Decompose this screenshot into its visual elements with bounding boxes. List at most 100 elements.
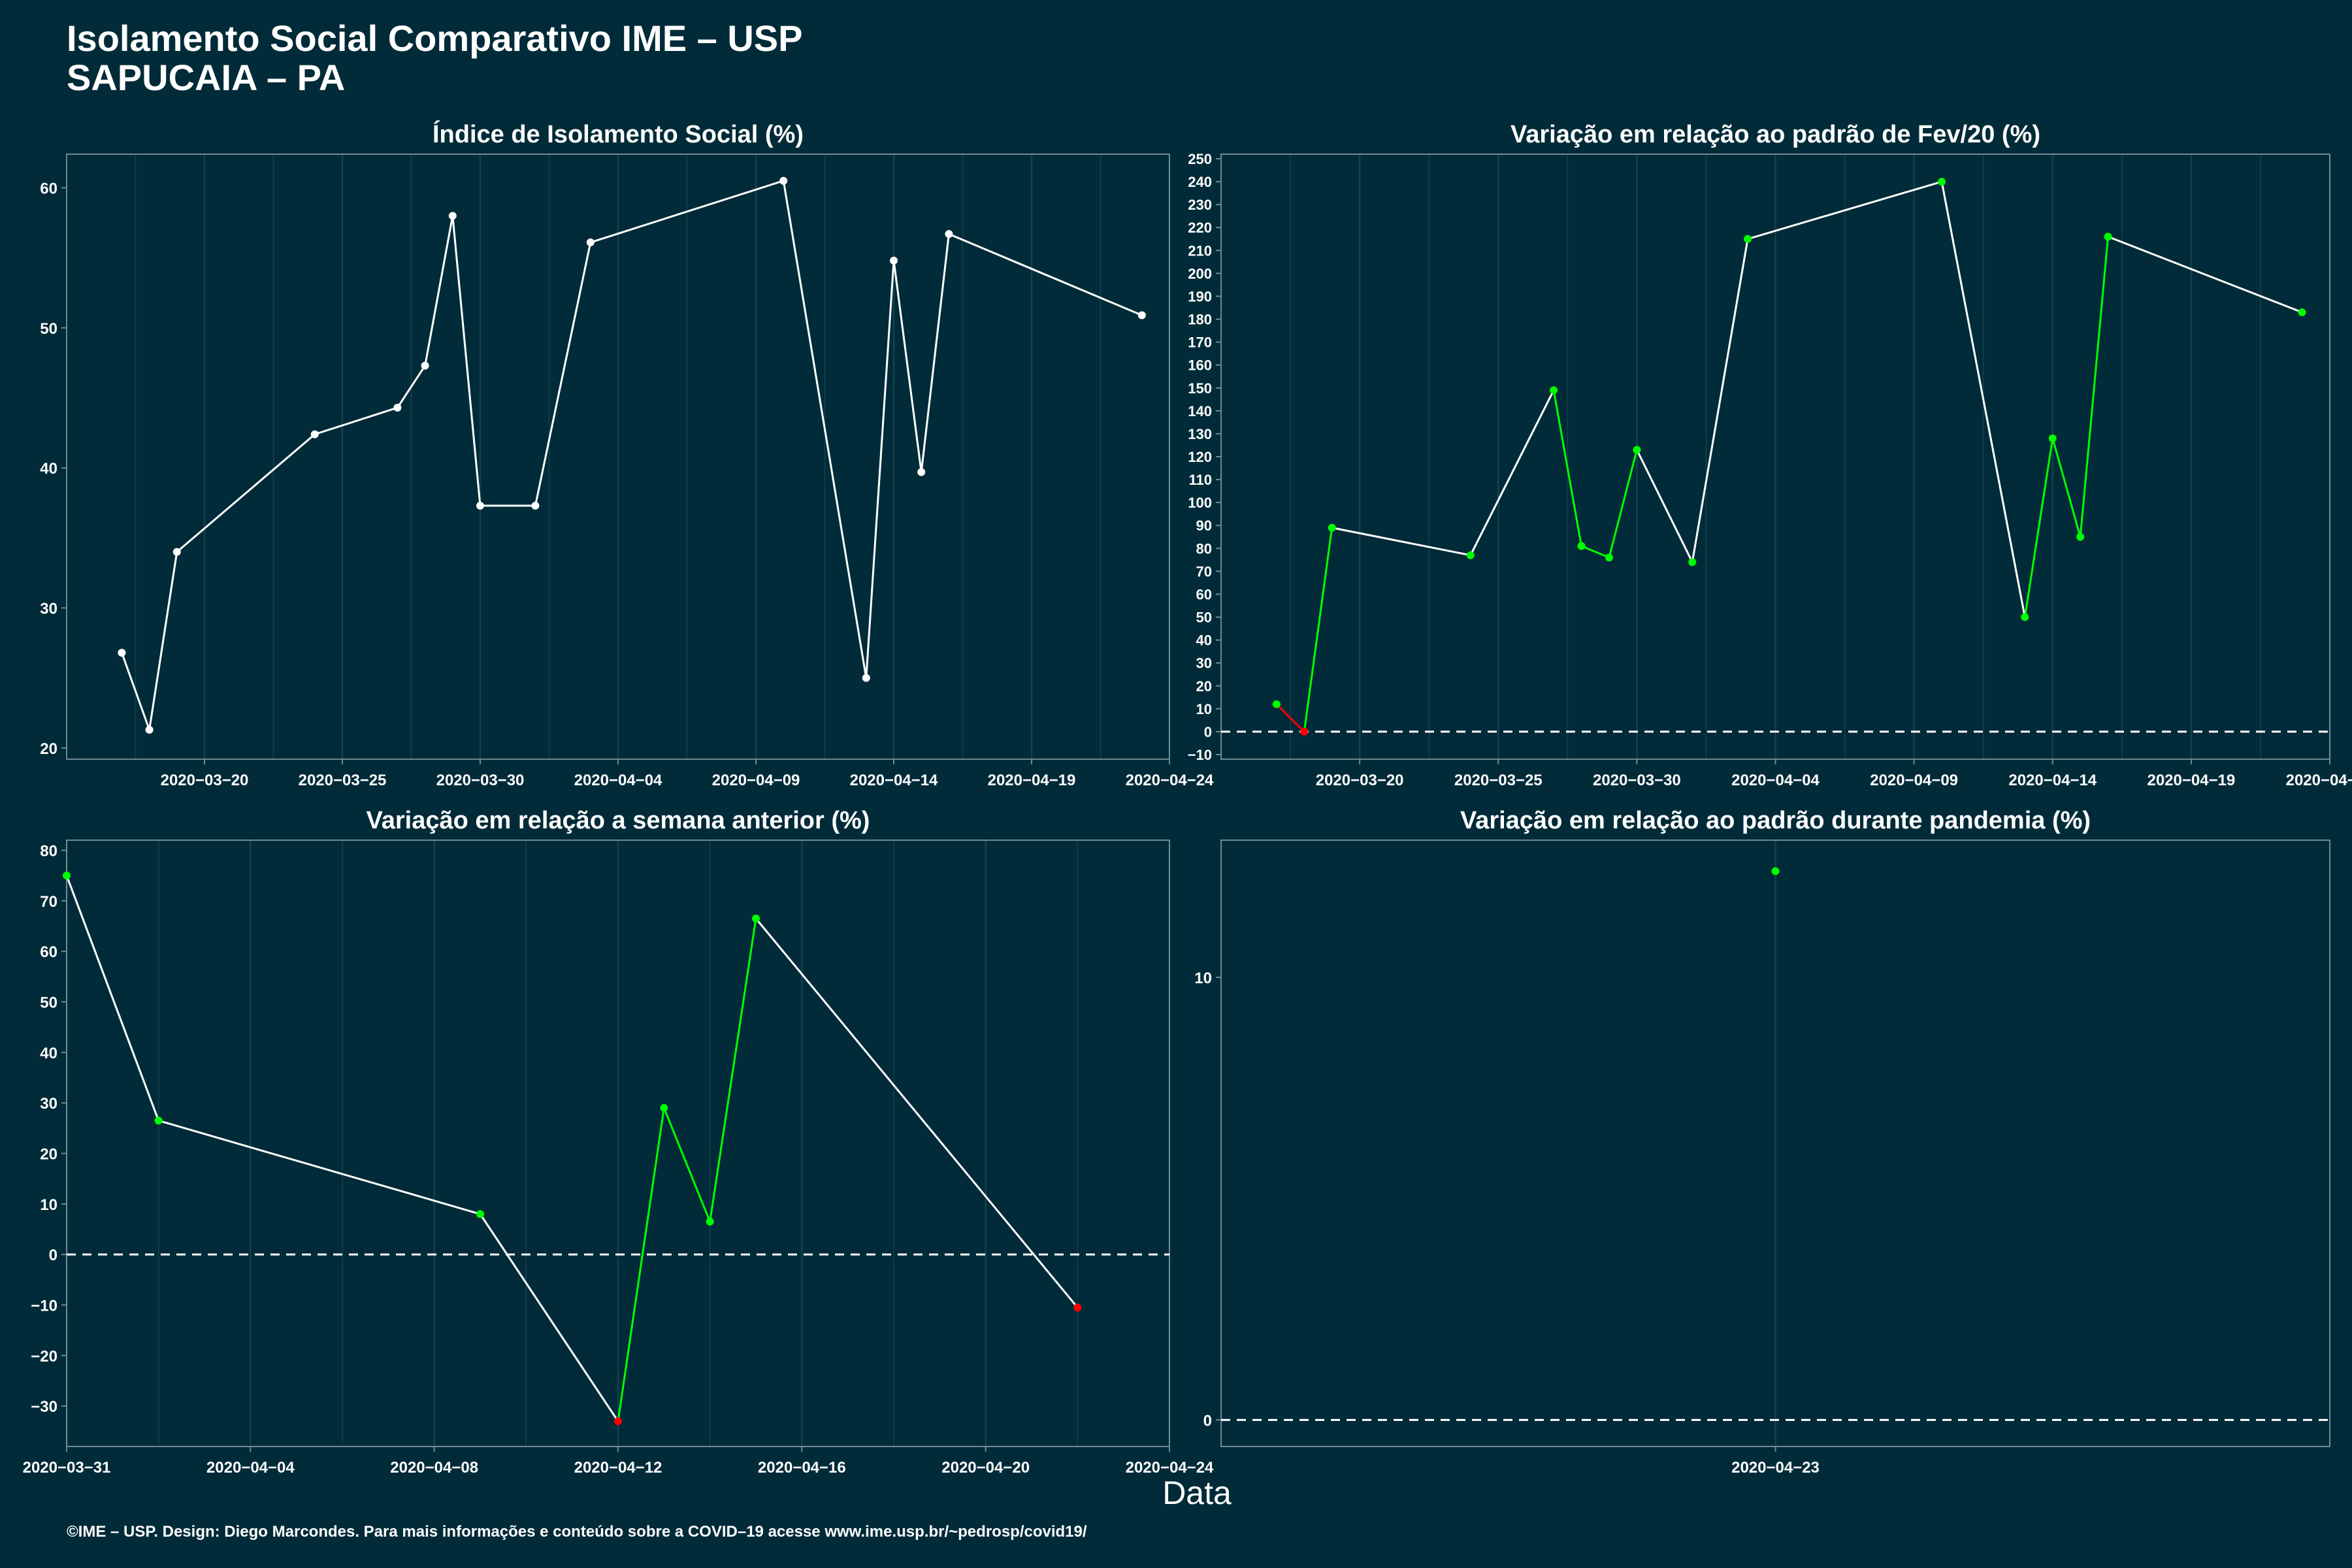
y-tick-label: 20 — [40, 740, 57, 758]
series-segment — [865, 260, 895, 678]
data-point — [2298, 308, 2306, 317]
data-point — [1073, 1303, 1082, 1312]
y-tick-label: 40 — [40, 460, 57, 478]
y-tick-label: 30 — [40, 600, 57, 618]
y-tick-label: 60 — [1196, 586, 1212, 602]
y-tick-label: 110 — [1189, 472, 1213, 488]
y-tick-label: 220 — [1188, 220, 1212, 236]
series-segment — [1469, 389, 1555, 556]
data-point — [172, 547, 181, 556]
data-point — [118, 649, 126, 657]
y-tick-label: 70 — [1196, 563, 1212, 580]
title-line-1: Isolamento Social Comparativo IME – USP — [67, 18, 803, 59]
y-tick-label: 210 — [1188, 242, 1212, 259]
series-segment — [2051, 438, 2082, 538]
data-point — [1466, 551, 1475, 559]
panel-title: Variação em relação ao padrão durante pa… — [1460, 807, 2091, 834]
x-tick-label: 2020−03−20 — [161, 772, 249, 789]
x-tick-label: 2020−04−08 — [390, 1459, 478, 1477]
data-point — [1938, 178, 1946, 186]
y-tick-label: 60 — [40, 180, 57, 197]
data-point — [2021, 613, 2029, 621]
series-segment — [65, 875, 160, 1121]
x-tick-label: 2020−04−09 — [1870, 772, 1958, 789]
data-point — [1605, 553, 1613, 562]
y-tick-label: 90 — [1196, 517, 1212, 534]
y-tick-label: 120 — [1188, 449, 1212, 465]
y-tick-label: 30 — [1196, 655, 1212, 672]
data-point — [779, 176, 788, 185]
series-segment — [1608, 449, 1638, 558]
panel-title: Variação em relação ao padrão de Fev/20 … — [1511, 121, 2040, 148]
data-point — [1300, 727, 1309, 736]
y-tick-label: 20 — [1196, 678, 1212, 694]
data-point — [1744, 235, 1752, 243]
data-point — [614, 1417, 622, 1426]
data-point — [63, 872, 71, 880]
data-point — [586, 238, 595, 247]
y-tick-label: 40 — [40, 1045, 57, 1062]
y-tick-label: 30 — [40, 1095, 57, 1113]
data-point — [448, 212, 457, 220]
data-point — [2104, 233, 2112, 241]
series-segment — [1331, 527, 1471, 557]
panel-isolation-index: Índice de Isolamento Social (%) 20 30 40 50 6… — [40, 120, 1214, 789]
title-line-2: SAPUCAIA – PA — [67, 57, 345, 98]
data-point — [945, 230, 953, 238]
x-tick-label: 2020−04−24 — [1126, 772, 1214, 789]
data-point — [1328, 523, 1336, 532]
x-tick-label: 2020−04−04 — [206, 1459, 295, 1477]
y-tick-label: 20 — [40, 1145, 57, 1163]
series-segment — [617, 1107, 665, 1422]
x-tick-label: 2020−04−16 — [758, 1459, 846, 1477]
x-tick-label: 2020−04−24 — [1126, 1459, 1214, 1477]
y-tick-label: 50 — [1196, 610, 1212, 626]
panel-variation-pandemic: Variação em relação ao padrão durante pa… — [1194, 807, 2330, 1477]
y-tick-label: 0 — [49, 1247, 57, 1264]
x-tick-label: 2020−04−23 — [1731, 1459, 1820, 1477]
x-tick-label: 2020−04−24 — [2286, 772, 2352, 789]
data-point — [393, 403, 402, 412]
panel-variation-feb: Variação em relação ao padrão de Fev/20 … — [1188, 121, 2352, 789]
y-tick-label: 240 — [1188, 174, 1212, 190]
series-segment — [1552, 390, 1583, 547]
series-segment — [1940, 181, 2026, 617]
data-point — [476, 502, 484, 510]
data-point — [154, 1117, 163, 1125]
data-point — [310, 430, 319, 438]
y-tick-label: 70 — [40, 893, 57, 911]
x-tick-label: 2020−03−30 — [1593, 772, 1681, 789]
series-segment — [2079, 237, 2110, 537]
data-point — [1771, 867, 1780, 875]
series-segment — [148, 551, 178, 730]
x-tick-label: 2020−04−20 — [941, 1459, 1030, 1477]
series-segment — [782, 180, 868, 678]
series-segment — [534, 242, 592, 506]
x-tick-label: 2020−03−30 — [436, 772, 525, 789]
y-tick-label: 250 — [1188, 151, 1212, 167]
series-segment — [1275, 703, 1305, 732]
series-segment — [892, 260, 923, 472]
data-point — [1633, 446, 1641, 454]
data-point — [706, 1217, 714, 1226]
data-point — [890, 256, 898, 265]
data-point — [660, 1103, 668, 1112]
y-tick-label: 10 — [40, 1196, 57, 1214]
data-point — [1272, 700, 1281, 708]
series-segment — [590, 180, 784, 244]
x-tick-label: 2020−03−25 — [299, 772, 387, 789]
y-tick-label: 0 — [1204, 724, 1212, 740]
data-point — [1550, 386, 1558, 395]
y-tick-label: 100 — [1188, 495, 1212, 511]
series-segment — [1580, 545, 1610, 559]
x-tick-label: 2020−03−25 — [1454, 772, 1543, 789]
series-segment — [709, 918, 757, 1222]
x-tick-label: 2020−04−19 — [988, 772, 1076, 789]
series-segment — [314, 406, 398, 436]
series-segment — [479, 1213, 619, 1422]
data-point — [1688, 558, 1697, 566]
series-segment — [1303, 527, 1333, 732]
data-point — [531, 502, 540, 510]
y-tick-label: −10 — [31, 1297, 57, 1315]
x-tick-label: 2020−03−20 — [1316, 772, 1404, 789]
